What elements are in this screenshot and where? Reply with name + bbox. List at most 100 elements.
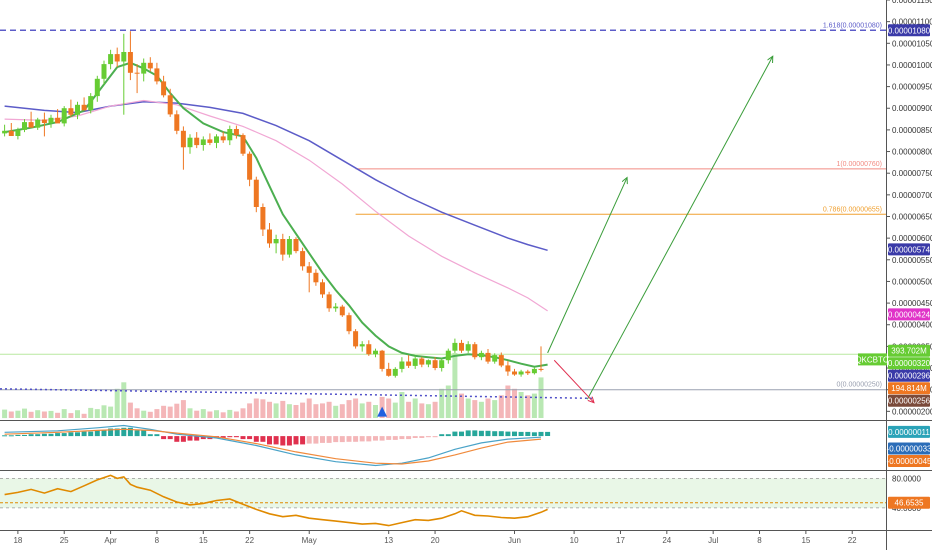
macd-histogram-bar [512, 431, 517, 437]
macd-histogram-bar [180, 436, 186, 442]
macd-histogram-bar [108, 428, 114, 436]
candle-down [379, 350, 385, 369]
date-tick-label: Jun [508, 536, 521, 545]
macd-histogram-bar [525, 431, 531, 436]
volume-bar [28, 411, 34, 418]
candle-down [300, 251, 306, 267]
rsi-pane [0, 474, 886, 527]
price-badge: 0.00000320 [888, 359, 931, 368]
candle-down [419, 358, 425, 365]
volume-bar [35, 410, 41, 418]
candle-down [68, 108, 74, 115]
price-tick-label: 0.00000400 [892, 321, 932, 330]
candle-down [147, 62, 153, 69]
candle-up [412, 358, 418, 366]
date-axis[interactable]: 18 25 Apr 8 15 22 May 13 20 Jun 10 17 24 Jul 8 15 22 [13, 530, 857, 545]
candle-up [88, 96, 94, 111]
volume-bar [472, 400, 478, 418]
macd-badge: -0.00000033 [887, 445, 932, 454]
date-tick-label: 13 [384, 536, 393, 545]
candle-down [406, 361, 412, 366]
macd-histogram-bar [2, 435, 8, 437]
date-tick-label: Apr [104, 536, 117, 545]
volume-bar [399, 392, 405, 418]
macd-histogram-bar [161, 436, 167, 440]
candle-up [445, 350, 451, 361]
volume-bar [94, 409, 100, 418]
candle-down [538, 368, 544, 370]
candle-up [35, 119, 41, 128]
trend-arrow[interactable] [547, 178, 627, 354]
candle-down [114, 54, 120, 62]
volume-bar [180, 400, 186, 418]
volume-bar [465, 398, 471, 418]
volume-bar [478, 401, 484, 419]
macd-histogram-bar [313, 436, 319, 444]
macd-histogram-bar [227, 436, 233, 438]
volume-bar [147, 411, 153, 418]
volume-bar [68, 413, 74, 418]
level-label: 0(0.00000250) [836, 382, 882, 389]
candle-down [55, 117, 61, 124]
macd-histogram-bar [445, 434, 451, 437]
candle-up [399, 361, 405, 369]
price-badge-bg [888, 344, 930, 357]
price-tick-label: 0.00001050 [892, 39, 932, 48]
macd-histogram-bar [359, 436, 365, 442]
trend-arrows[interactable]: ▲ [377, 56, 773, 419]
macd-histogram-bar [452, 431, 458, 437]
volume-bar [233, 411, 239, 418]
candle-down [505, 365, 511, 372]
price-tick-label: 0.00000700 [892, 191, 932, 200]
trend-arrow[interactable] [553, 359, 594, 402]
macd-histogram-bar [545, 431, 551, 436]
candle-down [220, 136, 226, 141]
candle-up [214, 136, 219, 143]
volume-bar [200, 409, 206, 418]
volume-bar [406, 401, 412, 419]
volume-bar [525, 395, 531, 419]
rsi-tick-label: 80.0000 [892, 474, 921, 483]
macd-histogram-bar [22, 434, 27, 436]
candle-down [247, 153, 253, 180]
candle-up [286, 239, 292, 255]
candle-down [134, 72, 140, 74]
volume-bar [286, 404, 292, 418]
horizontal-levels[interactable]: 1.618(0.00001080) 1(0.00000760) 0.786(0.00… [0, 22, 886, 400]
candle-down [240, 135, 246, 154]
macd-histogram-bar [200, 436, 206, 440]
price-badge: 194.814M [891, 384, 927, 393]
trend-arrow[interactable] [586, 56, 772, 400]
volume-bar [359, 403, 365, 418]
macd-histogram-bar [194, 436, 200, 441]
price-tick-label: 0.00001000 [892, 61, 932, 70]
candle-down [472, 344, 478, 358]
volume-bar [141, 410, 147, 418]
volume-bar [273, 403, 279, 418]
buy-signal-icon: ▲ [377, 404, 387, 419]
volume-bar [392, 402, 398, 418]
price-tick-label: 0.00000650 [892, 213, 932, 222]
volume-bar [353, 398, 359, 418]
macd-histogram-bar [432, 436, 438, 438]
dotted-support-line[interactable] [0, 388, 594, 400]
price-badge: 0.00000574 [888, 245, 931, 254]
macd-histogram-bar [346, 436, 352, 442]
date-tick-label: 22 [245, 536, 254, 545]
candle-up [439, 360, 445, 368]
volume-bar [214, 410, 219, 418]
macd-histogram-bar [353, 436, 359, 442]
macd-histogram-bar [55, 433, 61, 437]
volume-bar [108, 406, 114, 418]
volume-bar [306, 398, 312, 418]
candle-down [346, 315, 352, 332]
macd-histogram-bar [478, 430, 484, 437]
price-badge-bg [888, 24, 930, 37]
date-tick-label: 15 [199, 536, 208, 545]
symbol-tag: QKCBTC [855, 355, 889, 364]
candle-down [81, 104, 87, 111]
candle-down [353, 331, 359, 347]
candle-up [61, 108, 67, 124]
candle-down [260, 207, 266, 230]
